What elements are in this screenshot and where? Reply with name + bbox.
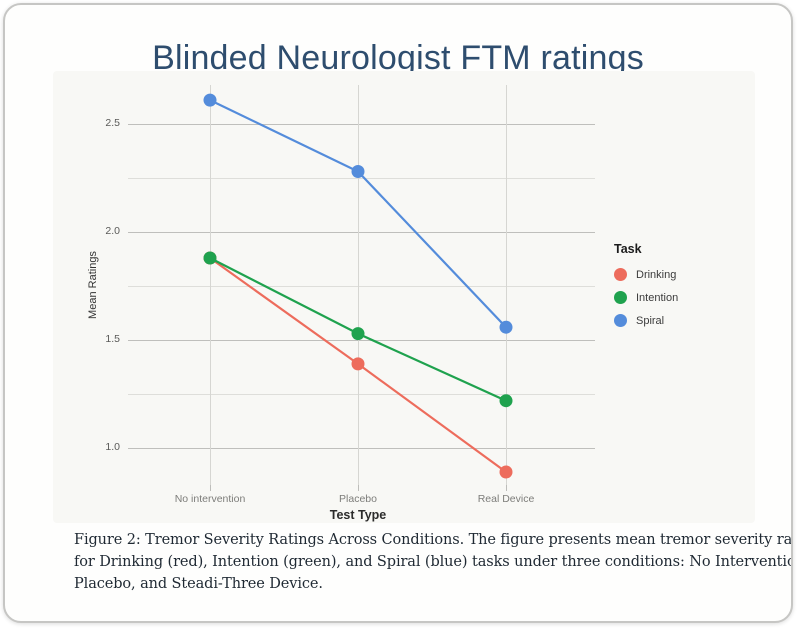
x-tick-mark-placebo [358, 485, 359, 491]
legend-marker-intention [614, 291, 627, 304]
y-tick-label-2.5: 2.5 [105, 116, 120, 129]
x-tick-mark-no-intervention [210, 485, 211, 491]
data-point-drinking-1 [351, 357, 365, 371]
y-gridline-major [128, 123, 595, 125]
y-gridline-major [128, 232, 595, 233]
y-tick-label-2.0: 2.0 [105, 225, 120, 237]
legend-item-intention: Intention [614, 286, 678, 309]
chart-figure: Mean Ratings Test Type 2.5 2.0 1.5 1.0 No in… [53, 71, 755, 523]
legend-label-intention: Intention [636, 291, 679, 304]
y-axis-title: Mean Ratings [87, 251, 99, 319]
legend-label-spiral: Spiral [636, 314, 665, 327]
plot-lines-svg [203, 93, 513, 479]
legend-label-drinking: Drinking [636, 268, 677, 281]
y-gridline-minor [128, 394, 595, 396]
legend-item-drinking: Drinking [614, 263, 678, 286]
x-gridline-real-device [506, 85, 507, 485]
line-spiral [209, 99, 507, 328]
x-gridline-no-intervention [210, 85, 211, 485]
y-gridline-major [128, 340, 595, 342]
y-tick-label-1.5: 1.5 [105, 333, 120, 346]
y-gridline-major [128, 448, 595, 450]
x-gridline-placebo [358, 85, 359, 485]
data-point-intention-2 [499, 394, 513, 408]
figure-card: Blinded Neurologist FTM ratings Mean Rat… [3, 3, 793, 623]
x-tick-label-real-device: Real Device [477, 493, 535, 505]
data-point-spiral-1 [351, 165, 365, 178]
caption-line-2: for Drinking (red), Intention (green), a… [74, 554, 793, 570]
data-point-drinking-2 [499, 465, 513, 479]
x-tick-label-placebo: Placebo [339, 493, 377, 505]
y-gridline-minor [128, 178, 595, 179]
x-tick-mark-real-device [506, 485, 507, 491]
data-point-intention-0 [203, 251, 217, 265]
legend-item-spiral: Spiral [614, 309, 678, 332]
legend-marker-drinking [614, 268, 627, 281]
y-tick-label-1.0: 1.0 [105, 441, 120, 454]
caption-line-3: Placebo, and Steadi-Three Device. [74, 576, 323, 592]
data-point-spiral-0 [203, 93, 217, 107]
chart-legend: Task Drinking Intention Spiral [614, 241, 678, 332]
page-title: Blinded Neurologist FTM ratings [152, 38, 644, 77]
figure-caption: Figure 2: Tremor Severity Ratings Across… [74, 529, 793, 595]
caption-line-1: Figure 2: Tremor Severity Ratings Across… [74, 532, 793, 548]
legend-title: Task [614, 242, 642, 256]
data-point-intention-1 [351, 327, 365, 341]
x-tick-label-no-intervention: No intervention [174, 493, 246, 505]
legend-marker-spiral [614, 314, 627, 327]
y-gridline-minor [128, 286, 595, 288]
data-point-spiral-2 [499, 320, 513, 334]
x-axis-title: Test Type [329, 508, 387, 522]
